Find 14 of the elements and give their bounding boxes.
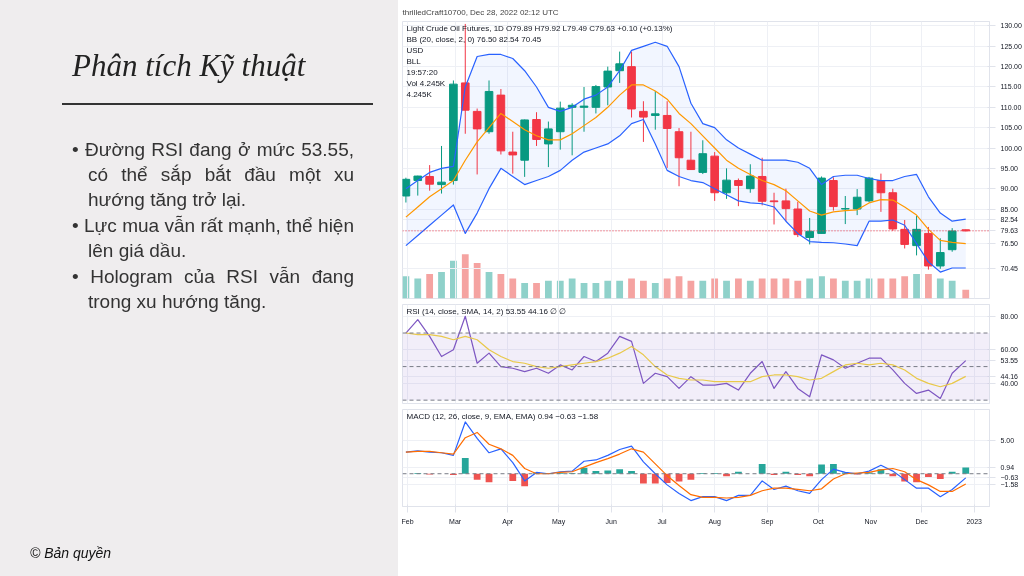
text: • Đường RSI đang ở mức 53.55, có thể sắp bắt đầu một xu hướng tăng trở lại. — [72, 138, 354, 212]
annotation: Vol 4.245K — [406, 78, 446, 88]
annotation: USD — [406, 45, 424, 55]
annotation: RSI (14, close, SMA, 14, 2) 53.55 44.16 ∅ ∅ — [406, 306, 567, 316]
text: • Lực mua vẫn rất mạnh, thể hiện lên giá dầu. — [72, 214, 354, 263]
annotation: BB (20, close, 2, 0) 76.50 82.54 70.45 — [406, 34, 542, 44]
annotation: MACD (12, 26, close, 9, EMA, EMA) 0.94 −0.63 −1.58 — [406, 411, 599, 421]
annotation: 19:57:20 — [406, 67, 439, 77]
annotation: BLL — [406, 56, 422, 66]
chart-title: thrilledCraft10700, Dec 28, 2022 02:12 UTC — [402, 7, 559, 17]
text: Phân tích Kỹ thuật — [72, 47, 306, 85]
text: • Hologram của RSI vẫn đang trong xu hướng tăng. — [72, 265, 354, 314]
annotation: 4.245K — [406, 89, 433, 99]
text: © Bản quyền — [30, 544, 112, 563]
